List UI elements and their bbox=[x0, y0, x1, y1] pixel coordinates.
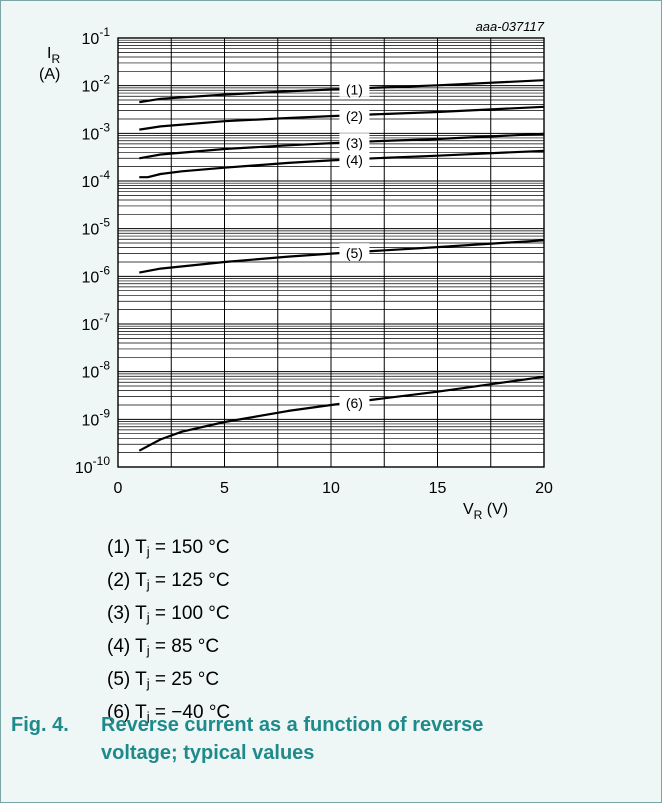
series-label-bg bbox=[339, 106, 370, 124]
series-label-bg bbox=[339, 392, 370, 410]
series-line-2 bbox=[139, 105, 545, 131]
series-line-1 bbox=[139, 79, 545, 104]
plot-frame bbox=[117, 37, 545, 468]
x-tick-label: 20 bbox=[535, 480, 553, 497]
y-tick-label: 10-4 bbox=[82, 168, 111, 191]
series-line-6 bbox=[138, 375, 545, 452]
series-label-bg bbox=[339, 150, 370, 168]
series-label-bg bbox=[339, 243, 370, 261]
y-tick-label: 10-10 bbox=[75, 454, 110, 477]
legend-item: (2) Tj = 125 °C bbox=[107, 570, 230, 592]
chart: 0 5 10 15 20 10-1 10-2 10-3 10-4 10-5 10-6 10-7 10-8… bbox=[39, 19, 553, 521]
y-tick-label: 10-8 bbox=[82, 359, 111, 382]
curve-legend: (1) Tj = 150 °C (2) Tj = 125 °C (3) Tj =… bbox=[107, 533, 230, 731]
y-axis-label: IR bbox=[47, 45, 60, 66]
y-tick-label: 10-9 bbox=[82, 406, 111, 429]
series-label-4: (4) bbox=[346, 152, 363, 168]
y-tick-label: 10-1 bbox=[82, 25, 111, 48]
figure-code: aaa-037117 bbox=[476, 19, 545, 34]
series-label-bg bbox=[339, 79, 370, 97]
figure-number: Fig. 4. bbox=[11, 714, 69, 736]
series-line-4 bbox=[139, 149, 545, 179]
series-label-5: (5) bbox=[346, 245, 363, 261]
y-tick-label: 10-2 bbox=[82, 73, 111, 96]
series-label-2: (2) bbox=[346, 108, 363, 124]
y-tick-label: 10-3 bbox=[82, 120, 111, 143]
series-line-3 bbox=[139, 132, 545, 160]
y-tick-label: 10-7 bbox=[82, 311, 111, 334]
y-axis-unit: (A) bbox=[39, 66, 60, 83]
series-label-1: (1) bbox=[346, 82, 363, 98]
series-line-5 bbox=[139, 239, 545, 274]
x-tick-label: 5 bbox=[220, 480, 229, 497]
x-tick-label: 10 bbox=[322, 480, 340, 497]
series-label-3: (3) bbox=[346, 135, 363, 151]
legend-item: (3) Tj = 100 °C bbox=[107, 603, 230, 625]
legend-item: (5) Tj = 25 °C bbox=[107, 669, 220, 691]
legend-item: (6) Tj = −40 °C bbox=[107, 702, 231, 724]
series-label-bg bbox=[339, 133, 370, 151]
y-tick-label: 10-6 bbox=[82, 263, 111, 286]
series-label-6: (6) bbox=[346, 395, 363, 411]
figure-title: Reverse current as a function of reverse… bbox=[101, 714, 484, 764]
x-tick-label: 0 bbox=[114, 480, 123, 497]
legend-item: (1) Tj = 150 °C bbox=[107, 537, 230, 559]
x-axis-label: VR (V) bbox=[463, 501, 508, 521]
legend-item: (4) Tj = 85 °C bbox=[107, 636, 220, 658]
y-tick-label: 10-5 bbox=[82, 216, 111, 239]
x-tick-label: 15 bbox=[429, 480, 447, 497]
